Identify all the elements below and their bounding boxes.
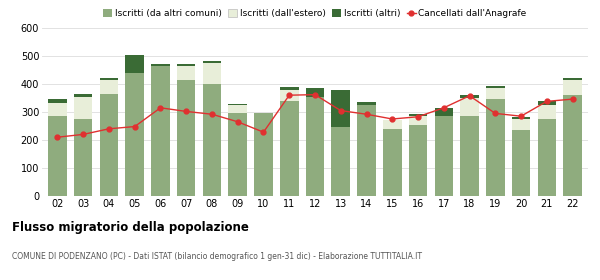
Bar [383, 120, 401, 129]
Bar [306, 97, 324, 196]
Bar [512, 130, 530, 196]
Bar [48, 116, 67, 196]
Bar [383, 129, 401, 196]
Bar [48, 103, 67, 116]
Bar [538, 105, 556, 119]
Legend: Iscritti (da altri comuni), Iscritti (dall'estero), Iscritti (altri), Cancellati: Iscritti (da altri comuni), Iscritti (da… [100, 6, 530, 22]
Bar [229, 113, 247, 196]
Bar [229, 105, 247, 113]
Bar [125, 73, 144, 196]
Bar [74, 94, 92, 97]
Bar [538, 101, 556, 105]
Bar [151, 66, 170, 196]
Bar [460, 98, 479, 116]
Bar [331, 90, 350, 127]
Bar [563, 78, 582, 80]
Bar [177, 64, 196, 66]
Bar [486, 99, 505, 196]
Bar [460, 116, 479, 196]
Bar [434, 116, 453, 196]
Bar [254, 113, 273, 196]
Bar [434, 108, 453, 116]
Bar [280, 90, 299, 101]
Bar [100, 78, 118, 80]
Bar [409, 125, 427, 196]
Bar [512, 119, 530, 130]
Bar [74, 119, 92, 196]
Bar [100, 80, 118, 94]
Bar [203, 63, 221, 84]
Bar [331, 127, 350, 196]
Bar [538, 119, 556, 196]
Text: COMUNE DI PODENZANO (PC) - Dati ISTAT (bilancio demografico 1 gen-31 dic) - Elab: COMUNE DI PODENZANO (PC) - Dati ISTAT (b… [12, 252, 422, 261]
Bar [486, 86, 505, 88]
Bar [177, 80, 196, 196]
Bar [177, 66, 196, 80]
Bar [100, 94, 118, 196]
Bar [229, 104, 247, 105]
Bar [357, 102, 376, 105]
Bar [203, 61, 221, 63]
Bar [306, 88, 324, 97]
Bar [74, 97, 92, 119]
Bar [512, 117, 530, 119]
Text: Flusso migratorio della popolazione: Flusso migratorio della popolazione [12, 221, 249, 234]
Bar [486, 88, 505, 99]
Bar [280, 87, 299, 90]
Bar [357, 105, 376, 196]
Bar [151, 64, 170, 66]
Bar [563, 95, 582, 196]
Bar [409, 116, 427, 125]
Bar [563, 80, 582, 95]
Bar [280, 101, 299, 196]
Bar [203, 84, 221, 196]
Bar [48, 99, 67, 103]
Bar [125, 55, 144, 73]
Bar [409, 114, 427, 116]
Bar [460, 95, 479, 98]
